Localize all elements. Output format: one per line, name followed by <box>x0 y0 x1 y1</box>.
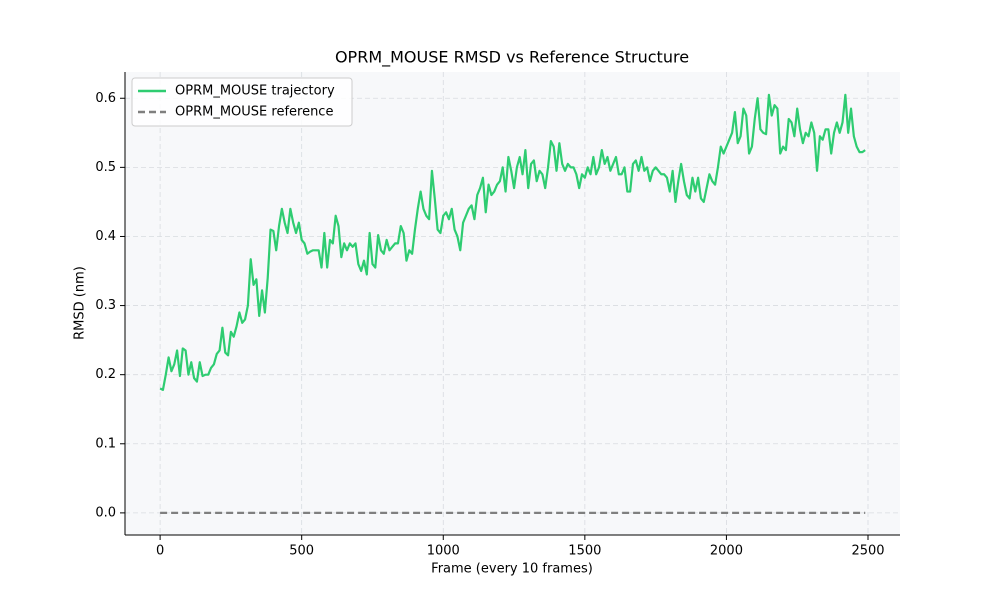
x-tick-label: 2500 <box>851 544 884 559</box>
y-tick-label: 0.2 <box>95 367 116 382</box>
y-tick-label: 0.1 <box>95 436 116 451</box>
series-line <box>159 93 866 391</box>
x-tick-label: 500 <box>289 544 314 559</box>
y-tick-label: 0.5 <box>95 160 116 175</box>
legend-label: OPRM_MOUSE reference <box>175 105 333 120</box>
x-tick-label: 2000 <box>710 544 743 559</box>
y-tick-label: 0.0 <box>95 505 116 520</box>
chart-title: OPRM_MOUSE RMSD vs Reference Structure <box>335 48 689 68</box>
legend: OPRM_MOUSE trajectory OPRM_MOUSE referenc… <box>131 77 353 127</box>
x-axis-label: Frame (every 10 frames) <box>431 562 593 577</box>
y-tick-label: 0.3 <box>95 298 116 313</box>
y-tick-label: 0.6 <box>95 91 116 106</box>
y-tick-label: 0.4 <box>95 229 116 244</box>
legend-label: OPRM_MOUSE trajectory <box>175 84 335 99</box>
plot-area <box>125 72 900 535</box>
x-tick-label: 1000 <box>427 544 460 559</box>
x-tick-label: 0 <box>156 544 164 559</box>
y-axis-label: RMSD (nm) <box>73 266 88 340</box>
x-tick-label: 1500 <box>568 544 601 559</box>
legend-box <box>131 77 353 127</box>
